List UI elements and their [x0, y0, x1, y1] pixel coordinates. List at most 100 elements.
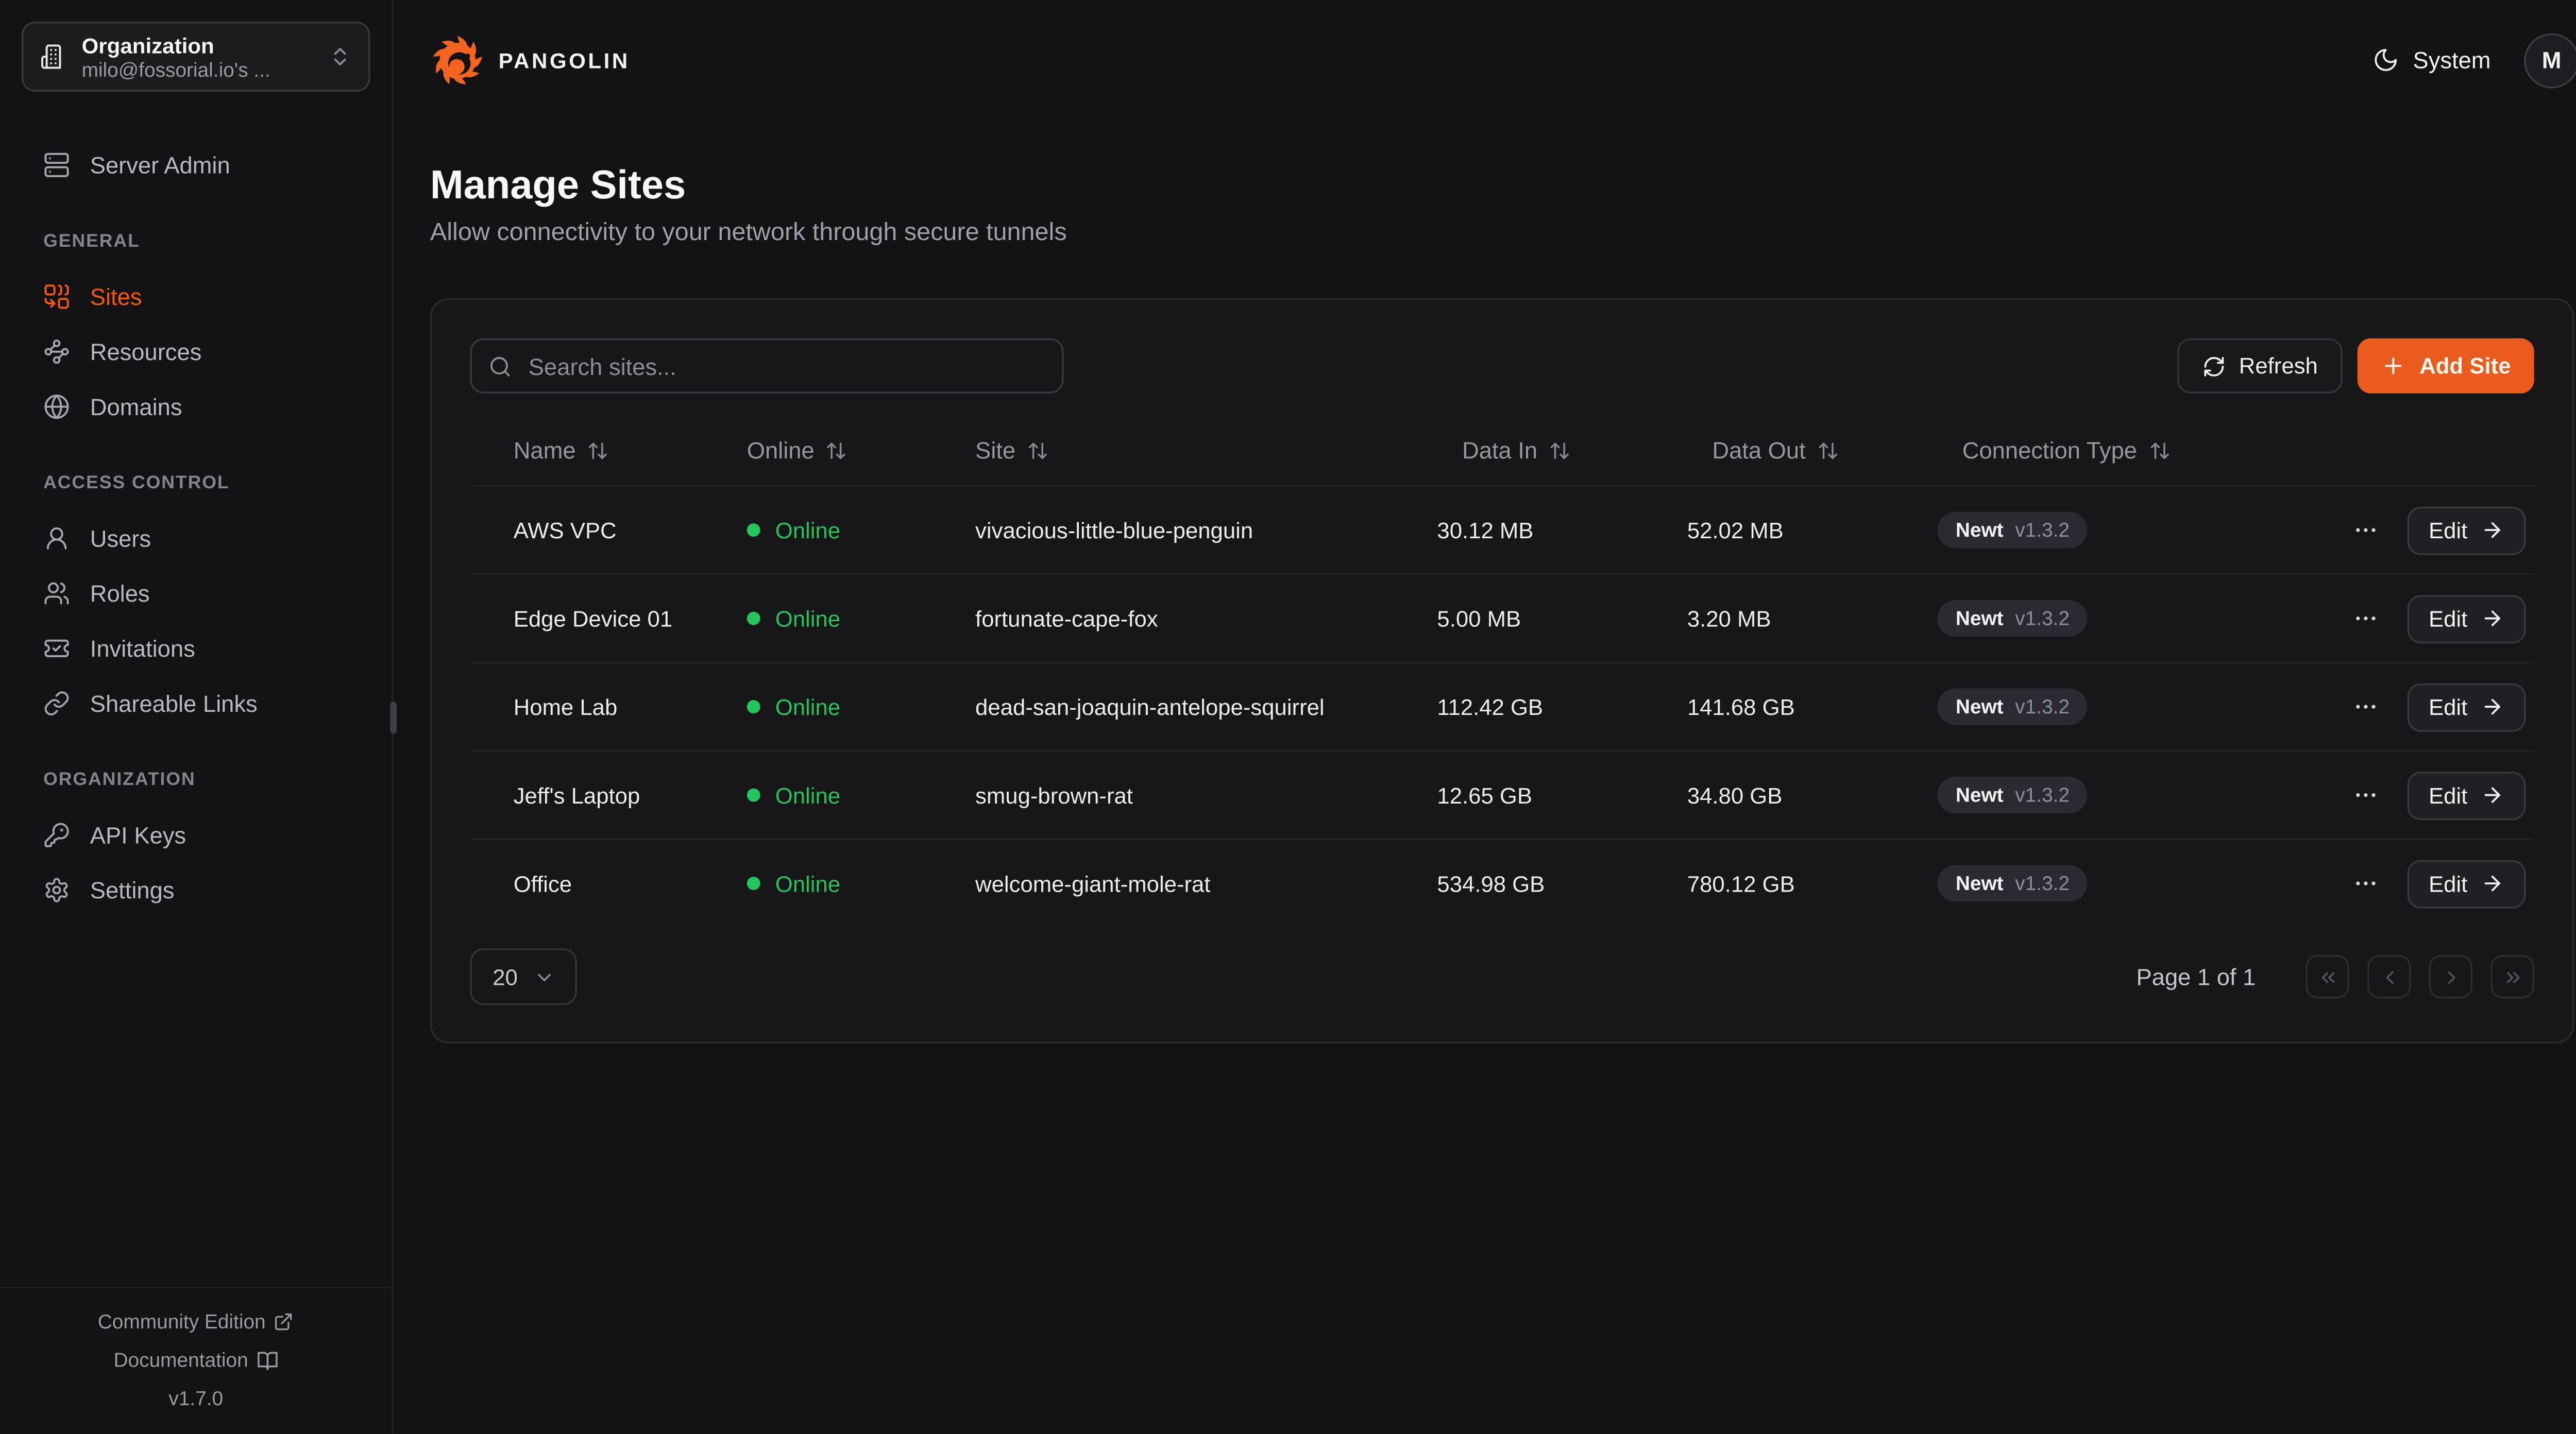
page-title: Manage Sites: [430, 163, 686, 209]
refresh-button[interactable]: Refresh: [2177, 338, 2343, 394]
sidebar-item-server-admin[interactable]: Server Admin: [22, 136, 370, 192]
ellipsis-icon: [2352, 782, 2379, 809]
documentation-label: Documentation: [113, 1348, 248, 1372]
column-label: Connection Type: [1962, 436, 2137, 464]
column-label: Data Out: [1712, 436, 1806, 464]
table-row: Home Lab Online dead-san-joaquin-antelop…: [470, 661, 2534, 750]
edit-site-button[interactable]: Edit: [2406, 859, 2526, 908]
site-name-cell: Office: [513, 870, 572, 896]
column-header-data-out[interactable]: Data Out: [1687, 437, 1937, 464]
section-label-organization: ORGANIZATION: [43, 770, 196, 790]
edit-label: Edit: [2428, 694, 2468, 720]
connection-type-name: Newt: [1955, 783, 2004, 807]
sidebar-item-users[interactable]: Users: [22, 510, 370, 565]
edit-site-button[interactable]: Edit: [2406, 682, 2526, 731]
sidebar-item-resources[interactable]: Resources: [22, 323, 370, 379]
online-status-text: Online: [775, 694, 841, 720]
row-menu-button[interactable]: [2349, 778, 2382, 812]
ellipsis-icon: [2352, 693, 2379, 720]
key-icon: [43, 821, 70, 848]
sidebar-item-label: Settings: [90, 876, 175, 903]
book-open-icon: [257, 1350, 278, 1371]
sidebar-item-api-keys[interactable]: API Keys: [22, 807, 370, 862]
ellipsis-icon: [2352, 870, 2379, 897]
sort-icon: [1549, 439, 1571, 461]
sidebar-footer: Community Edition Documentation v1.7.0: [0, 1287, 392, 1433]
search-wrap: [470, 338, 1064, 394]
sidebar: Organization milo@fossorial.io's ... Ser…: [0, 0, 397, 1433]
theme-toggle-button[interactable]: System: [2373, 47, 2491, 73]
add-site-button[interactable]: Add Site: [2358, 338, 2534, 394]
sort-icon: [2149, 439, 2171, 461]
column-header-data-in[interactable]: Data In: [1437, 437, 1687, 464]
column-header-connection-type[interactable]: Connection Type: [1937, 437, 2341, 464]
app-version: v1.7.0: [168, 1387, 224, 1410]
prev-page-button[interactable]: [2367, 955, 2411, 999]
online-status-dot: [747, 877, 760, 891]
search-input[interactable]: [470, 338, 1064, 394]
row-menu-button[interactable]: [2349, 867, 2382, 900]
table-row: AWS VPC Online vivacious-little-blue-pen…: [470, 485, 2534, 574]
site-status-cell: Online: [747, 517, 975, 543]
connection-type-version: v1.3.2: [2015, 872, 2070, 895]
online-status-text: Online: [775, 870, 841, 896]
column-label: Online: [747, 436, 815, 464]
first-page-button[interactable]: [2306, 955, 2349, 999]
sidebar-item-shareable-links[interactable]: Shareable Links: [22, 675, 370, 730]
connection-type-cell: Newt v1.3.2: [1937, 865, 2341, 902]
sort-icon: [587, 439, 609, 461]
page-size-select[interactable]: 20: [470, 948, 577, 1005]
row-menu-button[interactable]: [2349, 690, 2382, 724]
row-menu-button[interactable]: [2349, 602, 2382, 635]
brand: PANGOLIN: [430, 32, 630, 88]
connection-type-version: v1.3.2: [2015, 783, 2070, 807]
row-actions: Edit: [2341, 506, 2534, 554]
community-edition-link[interactable]: Community Edition: [97, 1310, 294, 1334]
online-status-dot: [747, 611, 760, 625]
sidebar-item-sites[interactable]: Sites: [22, 268, 370, 323]
card-footer: 20 Page 1 of 1: [470, 948, 2534, 1005]
refresh-label: Refresh: [2239, 353, 2318, 379]
community-edition-label: Community Edition: [97, 1310, 266, 1334]
sidebar-item-domains[interactable]: Domains: [22, 379, 370, 434]
arrow-right-icon: [2481, 695, 2504, 718]
refresh-icon: [2202, 354, 2226, 378]
next-page-button[interactable]: [2429, 955, 2472, 999]
edit-label: Edit: [2428, 782, 2468, 808]
edit-site-button[interactable]: Edit: [2406, 771, 2526, 820]
column-label: Data In: [1462, 436, 1538, 464]
sort-icon: [1027, 439, 1049, 461]
column-header-name[interactable]: Name: [470, 437, 747, 464]
main-area: PANGOLIN System M Manage Sites Allow con…: [394, 0, 2576, 1433]
table-body: AWS VPC Online vivacious-little-blue-pen…: [470, 485, 2534, 927]
org-selector[interactable]: Organization milo@fossorial.io's ...: [22, 22, 370, 92]
column-header-site[interactable]: Site: [975, 437, 1437, 464]
row-actions: Edit: [2341, 859, 2534, 908]
edit-site-button[interactable]: Edit: [2406, 594, 2526, 643]
site-name-cell: AWS VPC: [513, 517, 617, 543]
sidebar-resize-handle[interactable]: [390, 702, 397, 733]
section-label-general: GENERAL: [43, 231, 140, 252]
arrow-right-icon: [2481, 607, 2504, 630]
add-site-label: Add Site: [2419, 353, 2511, 379]
sidebar-item-label: API Keys: [90, 821, 187, 848]
connection-type-badge: Newt v1.3.2: [1937, 776, 2088, 814]
online-status-text: Online: [775, 517, 841, 543]
sidebar-item-invitations[interactable]: Invitations: [22, 620, 370, 675]
row-menu-button[interactable]: [2349, 514, 2382, 547]
documentation-link[interactable]: Documentation: [114, 1348, 278, 1372]
site-status-cell: Online: [747, 782, 975, 808]
arrow-right-icon: [2481, 783, 2504, 807]
pager: Page 1 of 1: [2137, 955, 2534, 999]
site-status-cell: Online: [747, 606, 975, 631]
sidebar-item-settings[interactable]: Settings: [22, 862, 370, 917]
ticket-check-icon: [43, 634, 70, 661]
data-out-cell: 780.12 GB: [1687, 870, 1795, 896]
sidebar-item-roles[interactable]: Roles: [22, 565, 370, 620]
user-avatar[interactable]: M: [2524, 32, 2576, 88]
column-header-online[interactable]: Online: [747, 437, 975, 464]
arrow-right-icon: [2481, 518, 2504, 541]
edit-site-button[interactable]: Edit: [2406, 506, 2526, 554]
row-actions: Edit: [2341, 682, 2534, 731]
last-page-button[interactable]: [2490, 955, 2534, 999]
